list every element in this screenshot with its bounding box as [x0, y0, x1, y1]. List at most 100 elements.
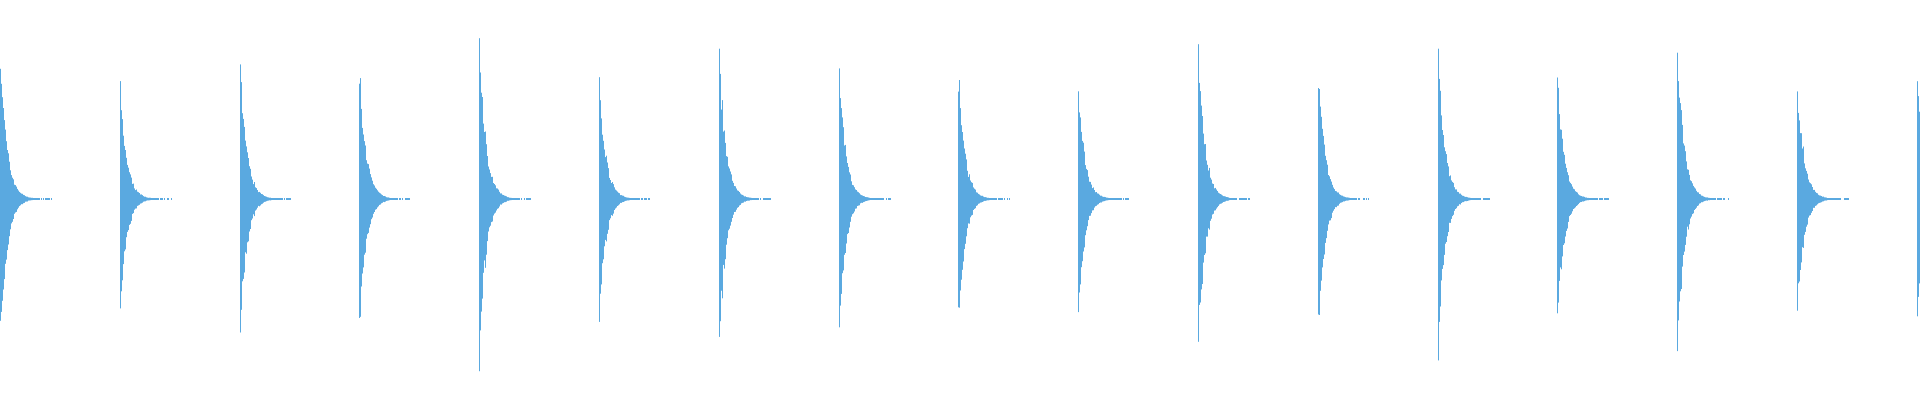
waveform-sample-bar [138, 192, 139, 206]
waveform-sample-bar [996, 198, 997, 200]
waveform-sample-bar [1368, 198, 1369, 200]
waveform-sample-bar [1468, 197, 1469, 201]
waveform-sample-bar [1822, 196, 1823, 202]
waveform-sample-bar [888, 198, 889, 200]
waveform-sample-bar [1228, 197, 1229, 201]
waveform-sample-bar [43, 198, 44, 200]
waveform-sample-bar [732, 180, 733, 218]
waveform-sample-bar [12, 177, 13, 222]
waveform-transient [958, 80, 1010, 308]
waveform-sample-bar [131, 177, 132, 221]
waveform-sample-bar [274, 198, 275, 200]
waveform-sample-bar [1457, 191, 1458, 207]
waveform-sample-bar [992, 198, 993, 200]
waveform-sample-bar [1685, 151, 1686, 245]
waveform-sample-bar [727, 156, 728, 239]
waveform-sample-bar [1562, 138, 1563, 257]
waveform-sample-bar [748, 197, 749, 201]
waveform-sample-bar [1438, 48, 1439, 361]
waveform-sample-bar [750, 197, 751, 201]
waveform-sample-bar [975, 189, 976, 209]
waveform-sample-bar [375, 187, 376, 210]
waveform-sample-bar [1706, 197, 1707, 201]
waveform-sample-bar [1564, 154, 1565, 244]
waveform-sample-bar [1600, 198, 1601, 200]
waveform-sample-bar [1808, 179, 1809, 218]
waveform-sample-bar [487, 156, 488, 242]
waveform-sample-bar [967, 170, 968, 229]
waveform-sample-bar [864, 196, 865, 202]
waveform-sample-bar [642, 198, 643, 200]
waveform-sample-bar [2, 97, 3, 301]
waveform-sample-bar [1718, 198, 1719, 200]
waveform-sample-bar [1483, 198, 1484, 200]
waveform-sample-bar [387, 197, 388, 201]
waveform-sample-bar [493, 183, 494, 216]
waveform-sample-bar [147, 197, 148, 201]
waveform-sample-bar [1577, 192, 1578, 206]
waveform-sample-bar [605, 157, 606, 240]
waveform-sample-bar [1711, 198, 1712, 200]
waveform-sample-bar [497, 188, 498, 209]
waveform-sample-bar [1699, 194, 1700, 204]
waveform-sample-bar [1829, 198, 1830, 200]
waveform-sample-bar [735, 186, 736, 212]
waveform-sample-bar [1102, 196, 1103, 202]
waveform-sample-bar [641, 198, 642, 200]
waveform-sample-bar [35, 198, 36, 200]
waveform-sample-bar [1689, 174, 1690, 225]
waveform-sample-bar [1466, 196, 1467, 202]
waveform-transient [1677, 52, 1729, 352]
waveform-sample-bar [1101, 195, 1102, 203]
waveform-sample-bar [505, 195, 506, 203]
waveform-sample-bar [1601, 198, 1602, 200]
waveform-sample-bar [625, 197, 626, 201]
waveform-sample-bar [744, 196, 745, 202]
waveform-sample-bar [32, 197, 33, 201]
waveform-sample-bar [1478, 198, 1479, 200]
waveform-sample-bar [753, 198, 754, 200]
waveform-sample-bar [405, 198, 406, 200]
waveform-sample-bar [1115, 198, 1116, 200]
waveform-sample-bar [1587, 197, 1588, 201]
waveform-sample-bar [390, 198, 391, 200]
waveform-sample-bar [524, 198, 525, 200]
waveform-sample-bar [17, 188, 18, 210]
waveform-sample-bar [609, 177, 610, 221]
waveform-sample-bar [31, 197, 32, 201]
waveform-sample-bar [1563, 151, 1564, 245]
waveform-sample-bar [34, 198, 35, 200]
waveform-sample-bar [144, 196, 145, 202]
waveform-sample-bar [156, 198, 157, 200]
waveform-sample-bar [741, 194, 742, 204]
waveform-sample-bar [1114, 198, 1115, 200]
waveform-sample-bar [1241, 198, 1242, 200]
waveform-sample-bar [736, 188, 737, 210]
waveform-sample-bar [252, 179, 253, 219]
waveform-sample-bar [756, 198, 757, 200]
waveform-sample-bar [270, 197, 271, 201]
waveform-sample-bar [612, 182, 613, 216]
waveform-sample-bar [1917, 81, 1918, 317]
waveform-sample-bar [1214, 188, 1215, 211]
waveform-sample-bar [1728, 198, 1729, 200]
waveform-transient [0, 68, 52, 321]
waveform-sample-bar [719, 48, 720, 337]
waveform-sample-bar [377, 190, 378, 208]
waveform-sample-bar [852, 184, 853, 215]
waveform-sample-bar [1488, 198, 1489, 200]
waveform-sample-bar [1128, 198, 1129, 200]
waveform-sample-bar [1589, 198, 1590, 200]
waveform-sample-bar [758, 198, 759, 200]
waveform-sample-bar [1211, 179, 1212, 219]
waveform-sample-bar [1825, 197, 1826, 201]
waveform-sample-bar [267, 197, 268, 201]
waveform-sample-bar [1324, 144, 1325, 255]
waveform-sample-bar [766, 198, 767, 200]
waveform-sample-bar [725, 142, 726, 260]
waveform-sample-bar [1708, 197, 1709, 201]
waveform-sample-bar [154, 198, 155, 200]
waveform-sample-bar [982, 195, 983, 202]
waveform-sample-bar [366, 160, 367, 239]
waveform-sample-bar [1441, 115, 1442, 281]
